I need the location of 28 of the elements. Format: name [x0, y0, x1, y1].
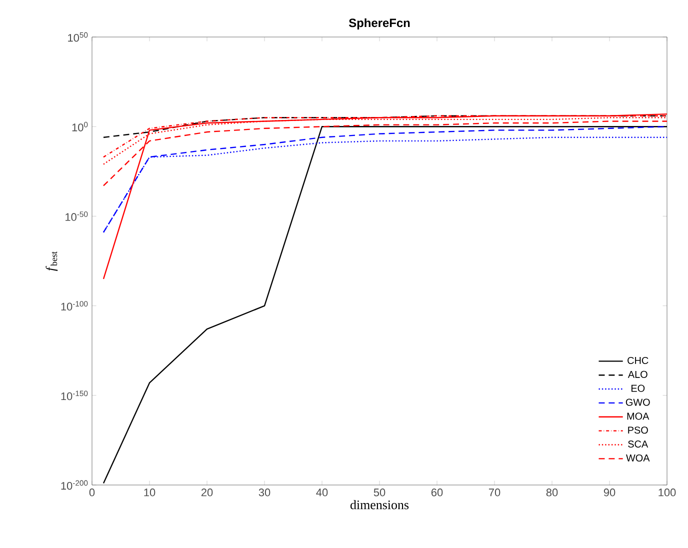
y-tick-label: 10$^{50}$ — [68, 32, 88, 42]
legend-label: ALO — [628, 370, 648, 378]
y-axis-title: f$_{best}$ — [46, 251, 58, 271]
x-tick-label: 90 — [604, 488, 616, 496]
legend-label: MOA — [627, 412, 650, 420]
x-tick-label: 20 — [201, 488, 213, 496]
x-tick-label: 80 — [546, 488, 558, 496]
legend-label: WOA — [626, 454, 650, 462]
x-tick-label: 60 — [431, 488, 443, 496]
x-axis-title: dimensions — [350, 500, 409, 510]
y-tick-label: 10$^{-50}$ — [66, 211, 88, 221]
x-tick-label: 50 — [374, 488, 386, 496]
legend-label: EO — [631, 384, 645, 392]
y-tick-label: 10$^{-150}$ — [61, 390, 88, 400]
x-tick-label: 70 — [488, 488, 500, 496]
chart-title: SphereFcn — [348, 18, 410, 30]
legend-label: CHC — [628, 356, 648, 364]
x-tick-label: 30 — [258, 488, 270, 496]
y-tick-label: 10$^{-100}$ — [61, 301, 88, 311]
x-tick-label: 10 — [144, 488, 156, 496]
legend-label: PSO — [628, 426, 648, 434]
y-tick-label: 10$^{-200}$ — [61, 480, 88, 490]
legend-label: GWO — [626, 398, 650, 406]
x-tick-label: 0 — [89, 488, 95, 496]
x-tick-label: 100 — [658, 488, 676, 496]
x-tick-label: 40 — [316, 488, 328, 496]
legend-label: SCA — [628, 440, 648, 448]
y-tick-label: 10$^{0}$ — [72, 122, 88, 132]
